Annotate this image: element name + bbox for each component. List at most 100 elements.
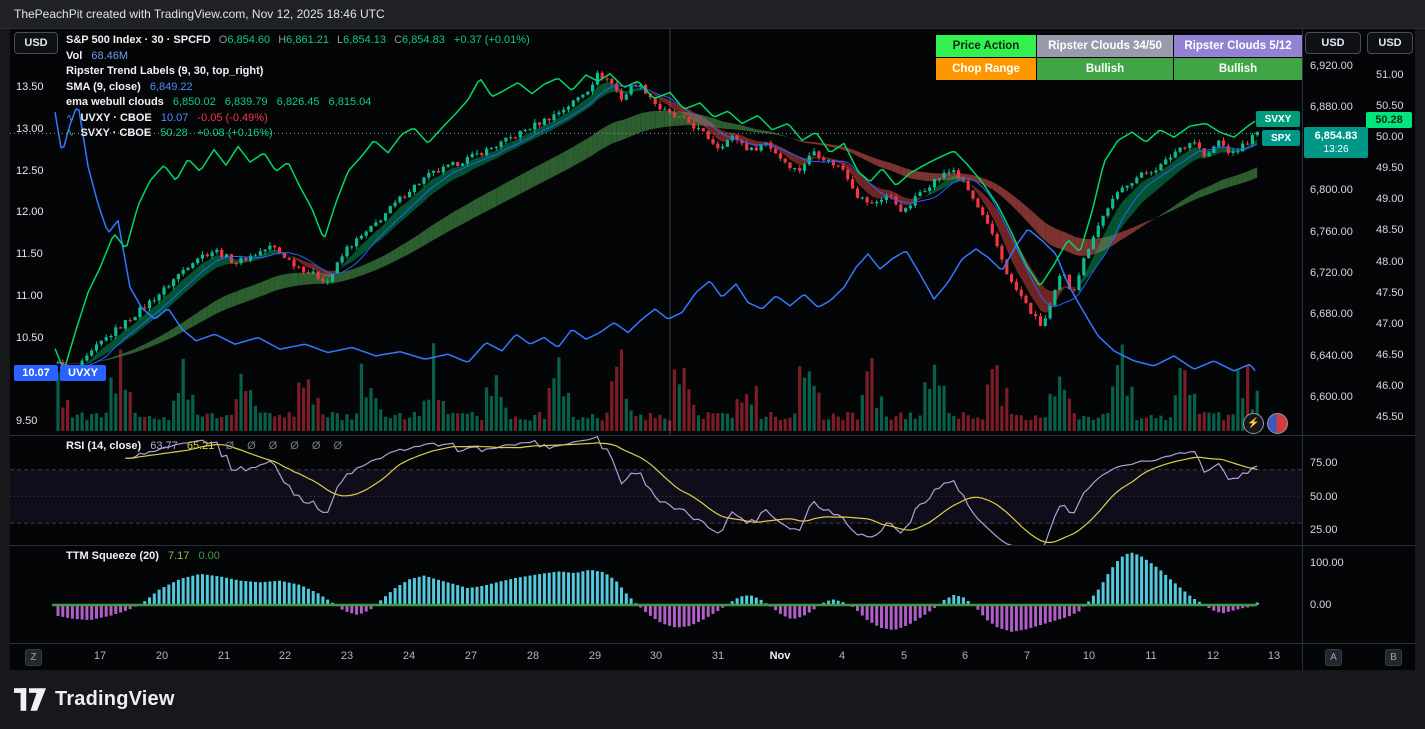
ema-cloud-value-2: 6,839.79 <box>225 96 268 108</box>
tradingview-logo-icon[interactable] <box>14 688 46 711</box>
time-axis-label: 5 <box>901 650 907 662</box>
ripster-header-clouds-5-12: Ripster Clouds 5/12 <box>1174 35 1302 57</box>
svxy-axis-label: 48.50 <box>1376 223 1404 237</box>
time-axis-label: 22 <box>279 650 291 662</box>
uvxy-axis-label: 9.50 <box>16 414 37 428</box>
ohlc-high-label: H <box>278 34 286 46</box>
spx-last-price-badge: 6,854.83 13:26 <box>1304 127 1368 158</box>
time-axis-label: 24 <box>403 650 415 662</box>
rsi-legend: RSI (14, close) 63.77 65.21 Ø Ø Ø Ø Ø Ø <box>66 439 347 455</box>
svxy-axis-label: 47.00 <box>1376 317 1404 331</box>
svxy-last-price-badge: 50.28 <box>1366 112 1412 128</box>
spx-currency-button[interactable]: USD <box>1305 32 1361 54</box>
wave-series-icon: ∿ <box>66 113 74 124</box>
chart-legend: S&P 500 Index · 30 · SPCFD O6,854.60 H6,… <box>66 33 530 142</box>
spx-axis-label: 6,640.00 <box>1310 349 1353 363</box>
spx-last-time: 13:26 <box>1323 143 1348 156</box>
uvxy-symbol-tag: UVXY <box>60 365 106 381</box>
rsi-title: RSI (14, close) <box>66 440 141 452</box>
footer: TradingView <box>0 670 1425 729</box>
volume-label: Vol <box>66 50 82 62</box>
spx-axis-label: 6,760.00 <box>1310 225 1353 239</box>
ema-clouds-label: ema webull clouds <box>66 96 164 108</box>
trend-labels-title: Ripster Trend Labels (9, 30, top_right) <box>66 65 263 77</box>
pane-separator[interactable] <box>10 435 1415 436</box>
ohlc-high-value: 6,861.21 <box>286 34 329 46</box>
pane-separator[interactable] <box>10 643 1415 644</box>
axis-b-button[interactable]: B <box>1385 649 1402 666</box>
legend-sma-row[interactable]: SMA (9, close) 6,849.22 <box>66 80 530 96</box>
spx-last-price: 6,854.83 <box>1315 130 1358 143</box>
ttm-axis-label: 100.00 <box>1310 556 1344 570</box>
left-currency-button[interactable]: USD <box>14 32 58 54</box>
uvxy-value: 10.07 <box>161 112 189 124</box>
time-axis-label: 20 <box>156 650 168 662</box>
rsi-axis-label: 25.00 <box>1310 523 1338 537</box>
ohlc-low-value: 6,854.13 <box>343 34 386 46</box>
uvxy-axis-label: 13.50 <box>16 80 44 94</box>
svxy-axis-label: 49.50 <box>1376 161 1404 175</box>
ripster-value-clouds-5-12: Bullish <box>1174 58 1302 80</box>
rsi-value: 63.77 <box>150 440 178 452</box>
ttm-momentum-value: 7.17 <box>168 550 189 562</box>
axis-a-button[interactable]: A <box>1325 649 1342 666</box>
sma-label: SMA (9, close) <box>66 81 141 93</box>
flag-icon[interactable] <box>1267 413 1288 434</box>
pane-separator[interactable] <box>10 545 1415 546</box>
svxy-axis-label: 45.50 <box>1376 410 1404 424</box>
rsi-ma-value: 65.21 <box>187 440 215 452</box>
ttm-legend: TTM Squeeze (20) 7.17 0.00 <box>66 549 220 565</box>
ohlc-close-value: 6,854.83 <box>402 34 445 46</box>
time-axis-label: 10 <box>1083 650 1095 662</box>
svxy-axis-label: 50.00 <box>1376 130 1404 144</box>
timezone-button[interactable]: Z <box>25 649 42 666</box>
svxy-currency-button[interactable]: USD <box>1367 32 1413 54</box>
time-axis[interactable]: 1720212223242728293031Nov456710111213 <box>10 644 1302 670</box>
ohlc-open-value: 6,854.60 <box>227 34 270 46</box>
time-axis-label: 12 <box>1207 650 1219 662</box>
chart-area[interactable]: USD USD USD S&P 500 Index · 30 · SPCFD O… <box>10 29 1415 670</box>
time-axis-label: 21 <box>218 650 230 662</box>
time-axis-label: 4 <box>839 650 845 662</box>
legend-trend-labels-row[interactable]: Ripster Trend Labels (9, 30, top_right) <box>66 64 530 80</box>
rsi-axis-label: 50.00 <box>1310 490 1338 504</box>
time-axis-label: 23 <box>341 650 353 662</box>
rsi-axis-label: 75.00 <box>1310 456 1338 470</box>
svxy-axis-label: 47.50 <box>1376 286 1404 300</box>
tradingview-brand-text[interactable]: TradingView <box>55 688 175 711</box>
svxy-value: 50.28 <box>160 127 188 139</box>
time-axis-label: Nov <box>770 650 791 662</box>
ttm-title: TTM Squeeze (20) <box>66 550 159 562</box>
legend-svxy-row[interactable]: ∿ SVXY · CBOE 50.28 +0.08 (+0.16%) <box>66 126 530 142</box>
svxy-change: +0.08 (+0.16%) <box>197 127 273 139</box>
uvxy-axis-label: 12.50 <box>16 164 44 178</box>
ripster-value-price-action: Chop Range <box>936 58 1036 80</box>
legend-uvxy-row[interactable]: ∿ UVXY · CBOE 10.07 -0.05 (-0.49%) <box>66 111 530 127</box>
ema-cloud-value-1: 6,850.02 <box>173 96 216 108</box>
ripster-value-clouds-34-50: Bullish <box>1037 58 1173 80</box>
spx-axis-label: 6,600.00 <box>1310 390 1353 404</box>
attribution-text: ThePeachPit created with TradingView.com… <box>14 7 385 21</box>
ema-cloud-value-4: 6,815.04 <box>329 96 372 108</box>
ttm-squeeze-value: 0.00 <box>198 550 219 562</box>
ema-cloud-value-3: 6,826.45 <box>277 96 320 108</box>
svxy-axis-label: 46.00 <box>1376 379 1404 393</box>
time-axis-label: 29 <box>589 650 601 662</box>
ttm-legend-row[interactable]: TTM Squeeze (20) 7.17 0.00 <box>66 549 220 565</box>
rsi-divergence-flags: Ø Ø Ø Ø Ø Ø <box>225 440 347 452</box>
legend-volume-row[interactable]: Vol 68.46M <box>66 49 530 65</box>
lightning-icon[interactable]: ⚡ <box>1243 413 1264 434</box>
uvxy-label: UVXY · CBOE <box>80 112 151 124</box>
rsi-legend-row[interactable]: RSI (14, close) 63.77 65.21 Ø Ø Ø Ø Ø Ø <box>66 439 347 455</box>
spx-axis-label: 6,880.00 <box>1310 100 1353 114</box>
legend-symbol-row[interactable]: S&P 500 Index · 30 · SPCFD O6,854.60 H6,… <box>66 33 530 49</box>
ripster-status-table: Price Action Ripster Clouds 34/50 Ripste… <box>936 35 1302 80</box>
symbol-title[interactable]: S&P 500 Index · 30 · SPCFD <box>66 34 211 46</box>
time-axis-label: 27 <box>465 650 477 662</box>
spx-axis-label: 6,680.00 <box>1310 307 1353 321</box>
uvxy-axis-label: 10.50 <box>16 331 44 345</box>
svxy-axis-label: 49.00 <box>1376 192 1404 206</box>
svxy-label: SVXY · CBOE <box>80 127 151 139</box>
legend-ema-clouds-row[interactable]: ema webull clouds 6,850.02 6,839.79 6,82… <box>66 95 530 111</box>
uvxy-axis-label: 13.00 <box>16 122 44 136</box>
